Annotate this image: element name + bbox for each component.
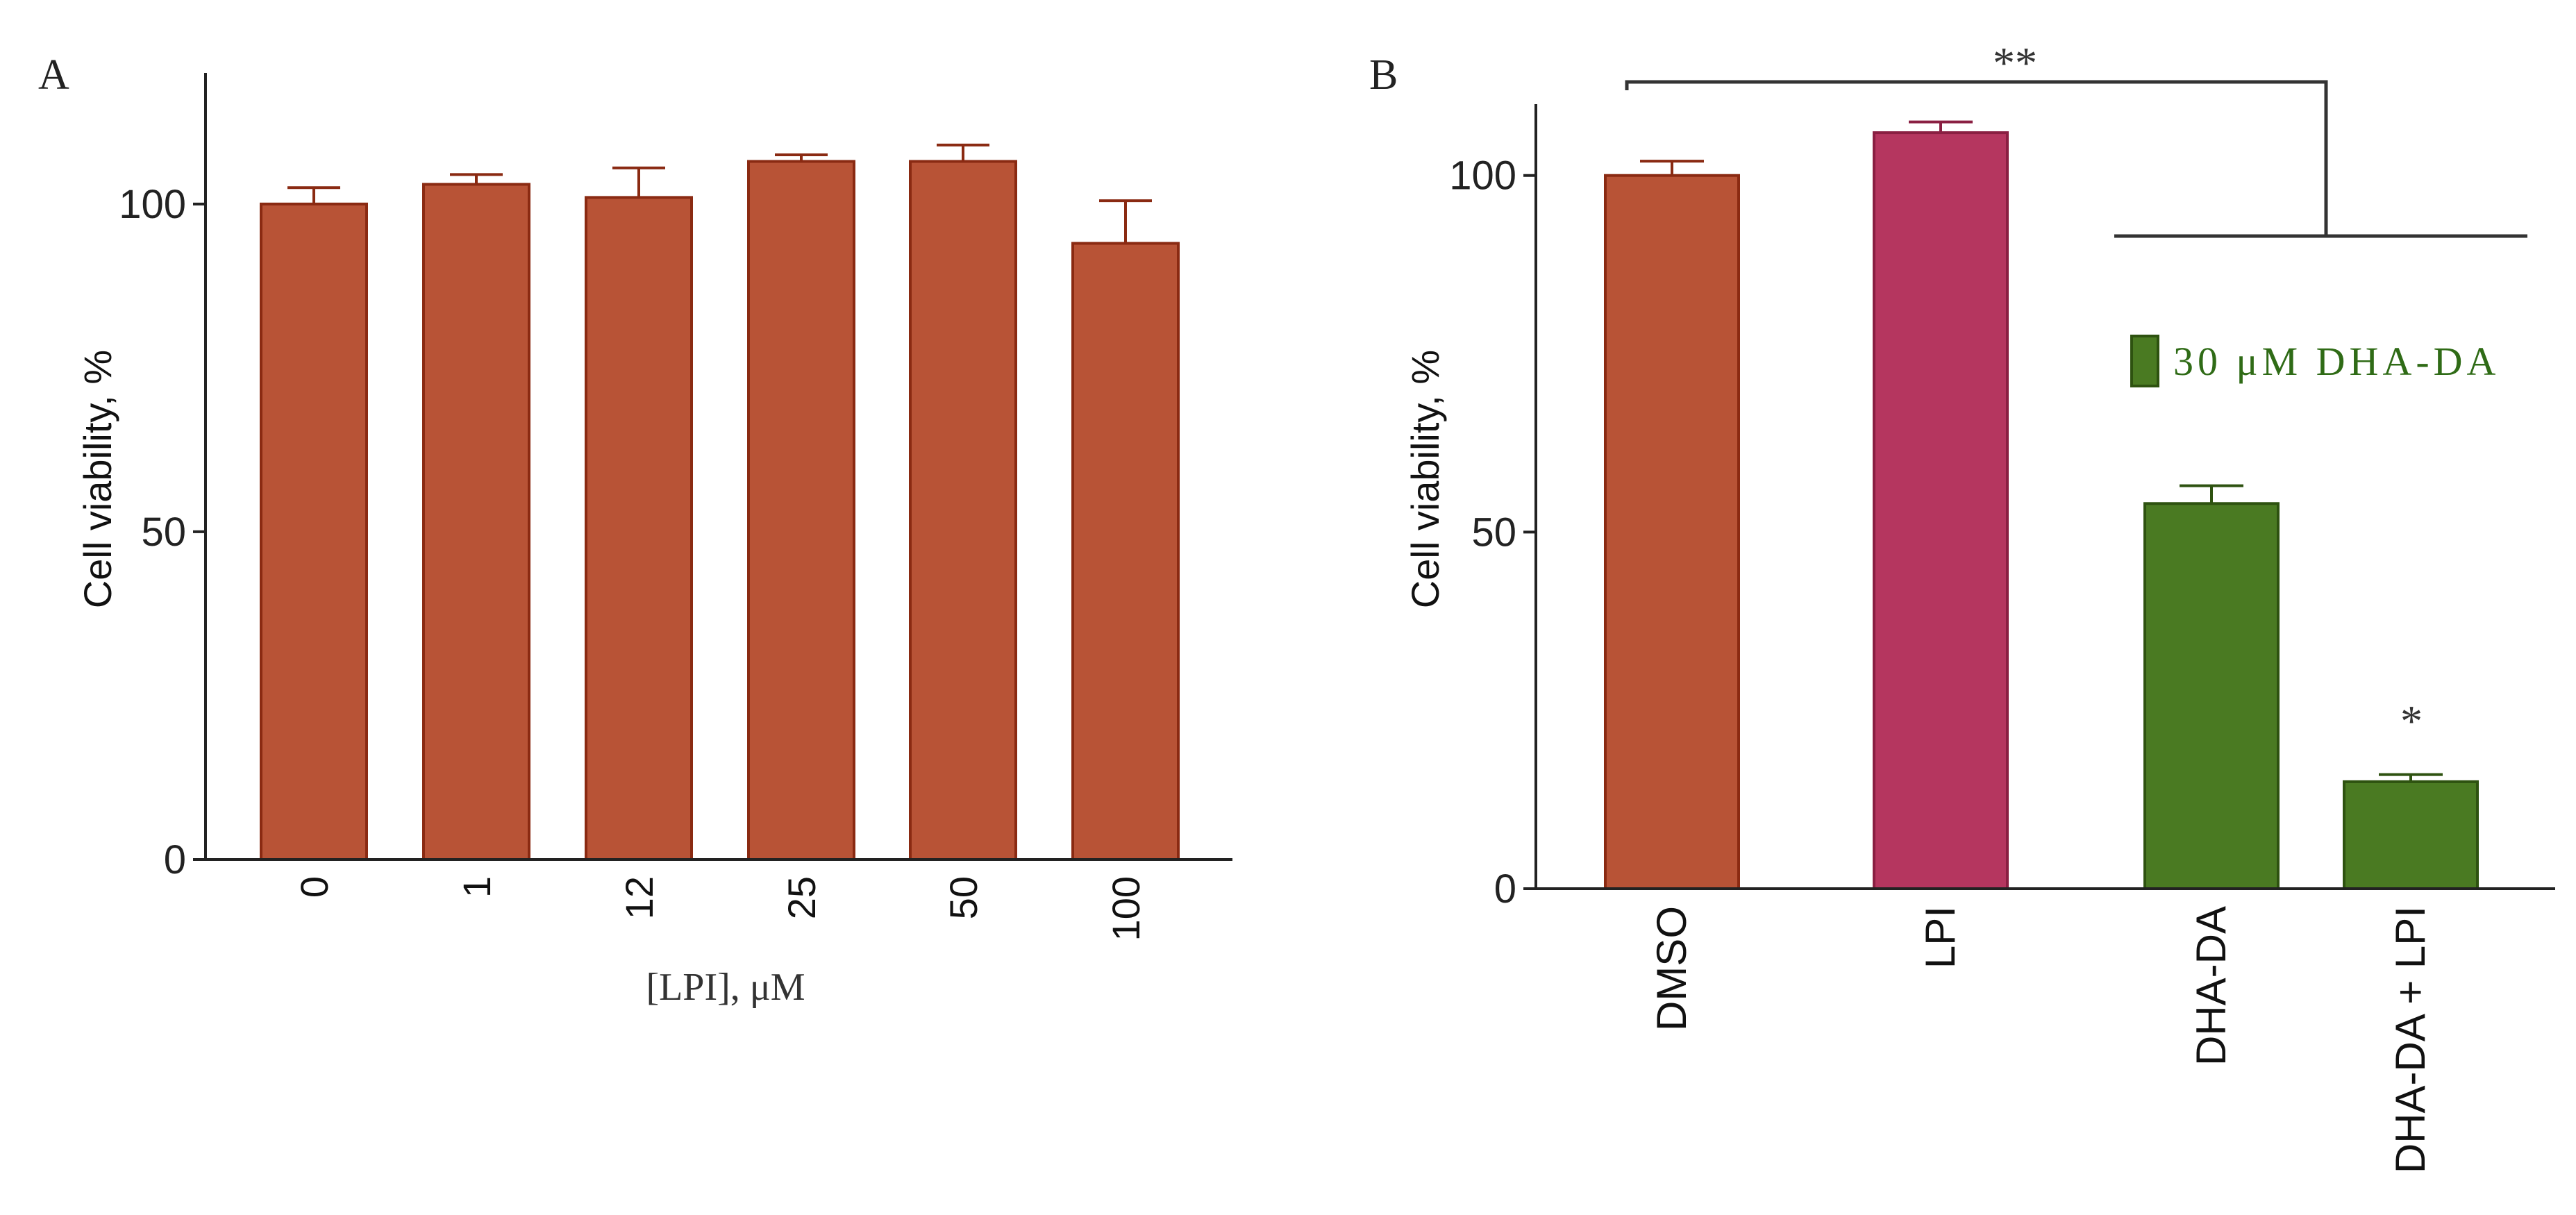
double-asterisk: ** [1993, 38, 2037, 87]
x-tick-label: 50 [942, 876, 985, 919]
y-tick-label: 100 [1449, 153, 1516, 199]
error-bar-0 [287, 186, 340, 204]
error-bar-2 [612, 166, 665, 198]
bar-12 [585, 196, 693, 861]
single-asterisk: * [2400, 696, 2423, 746]
legend-label: 30 μM DHA-DA [2173, 339, 2500, 384]
error-bar-4 [937, 143, 989, 162]
panel-a-x-ticks: 0 1 12 25 50 100 [292, 876, 1148, 941]
x-tick-label: DMSO [1648, 906, 1695, 1031]
bar-dha-da [2143, 502, 2280, 890]
x-tick-label: 1 [455, 876, 499, 898]
bar-1 [422, 183, 530, 861]
error-bar-1 [1909, 120, 1973, 133]
panel-a-y-axis-label: Cell viability, % [76, 350, 119, 608]
panel-b-y-axis-label: Cell viability, % [1403, 350, 1447, 608]
error-bar-5 [1099, 199, 1152, 244]
x-tick-label: 100 [1104, 876, 1148, 941]
x-tick-label: DHA-DA [2188, 906, 2234, 1066]
panel-a-label: A [38, 51, 69, 99]
x-tick-label: 12 [617, 876, 661, 919]
x-tick-label: DHA-DA + LPI [2387, 906, 2434, 1173]
y-tick-label: 50 [1471, 510, 1516, 555]
bar-0 [260, 202, 368, 862]
panel-a-bars [260, 160, 1180, 862]
x-tick-label: 25 [780, 876, 823, 919]
panel-b-bars [1604, 131, 2479, 890]
error-bar-1 [450, 173, 503, 185]
x-tick-label: LPI [1917, 906, 1964, 969]
bar-lpi [1873, 131, 2009, 890]
panel-a-x-axis-label: [LPI], μM [646, 966, 805, 1009]
error-bar-2 [2180, 484, 2243, 504]
significance-bracket [1625, 80, 2328, 236]
panel-b-y-ticks: 0 50 100 [1449, 153, 1536, 912]
y-tick-label: 0 [164, 837, 186, 882]
panel-b-label: B [1369, 51, 1398, 99]
bar-dha-da-lpi [2343, 780, 2479, 890]
panel-b-x-ticks: DMSO LPI DHA-DA DHA-DA + LPI [1648, 906, 2434, 1173]
panel-a-y-ticks: 0 50 100 [119, 182, 206, 882]
legend-swatch [2130, 335, 2159, 387]
error-bar-0 [1640, 160, 1704, 176]
panel-b: B Cell viability, % 0 50 100 DMSO LPI DHA-DA… [1369, 38, 2555, 1173]
y-tick-label: 100 [119, 182, 186, 227]
bar-100 [1071, 242, 1180, 861]
bar-50 [909, 160, 1017, 861]
panel-a: A Cell viability, % [LPI], μM 0 50 100 0 1 1… [38, 51, 1232, 1009]
bar-25 [747, 160, 855, 861]
y-tick-label: 0 [1494, 866, 1516, 912]
y-tick-label: 50 [141, 510, 186, 555]
panel-a-error-bars [287, 143, 1152, 244]
panel-b-error-bars [1640, 120, 2443, 782]
x-tick-label: 0 [292, 876, 336, 898]
bar-dmso [1604, 174, 1740, 890]
